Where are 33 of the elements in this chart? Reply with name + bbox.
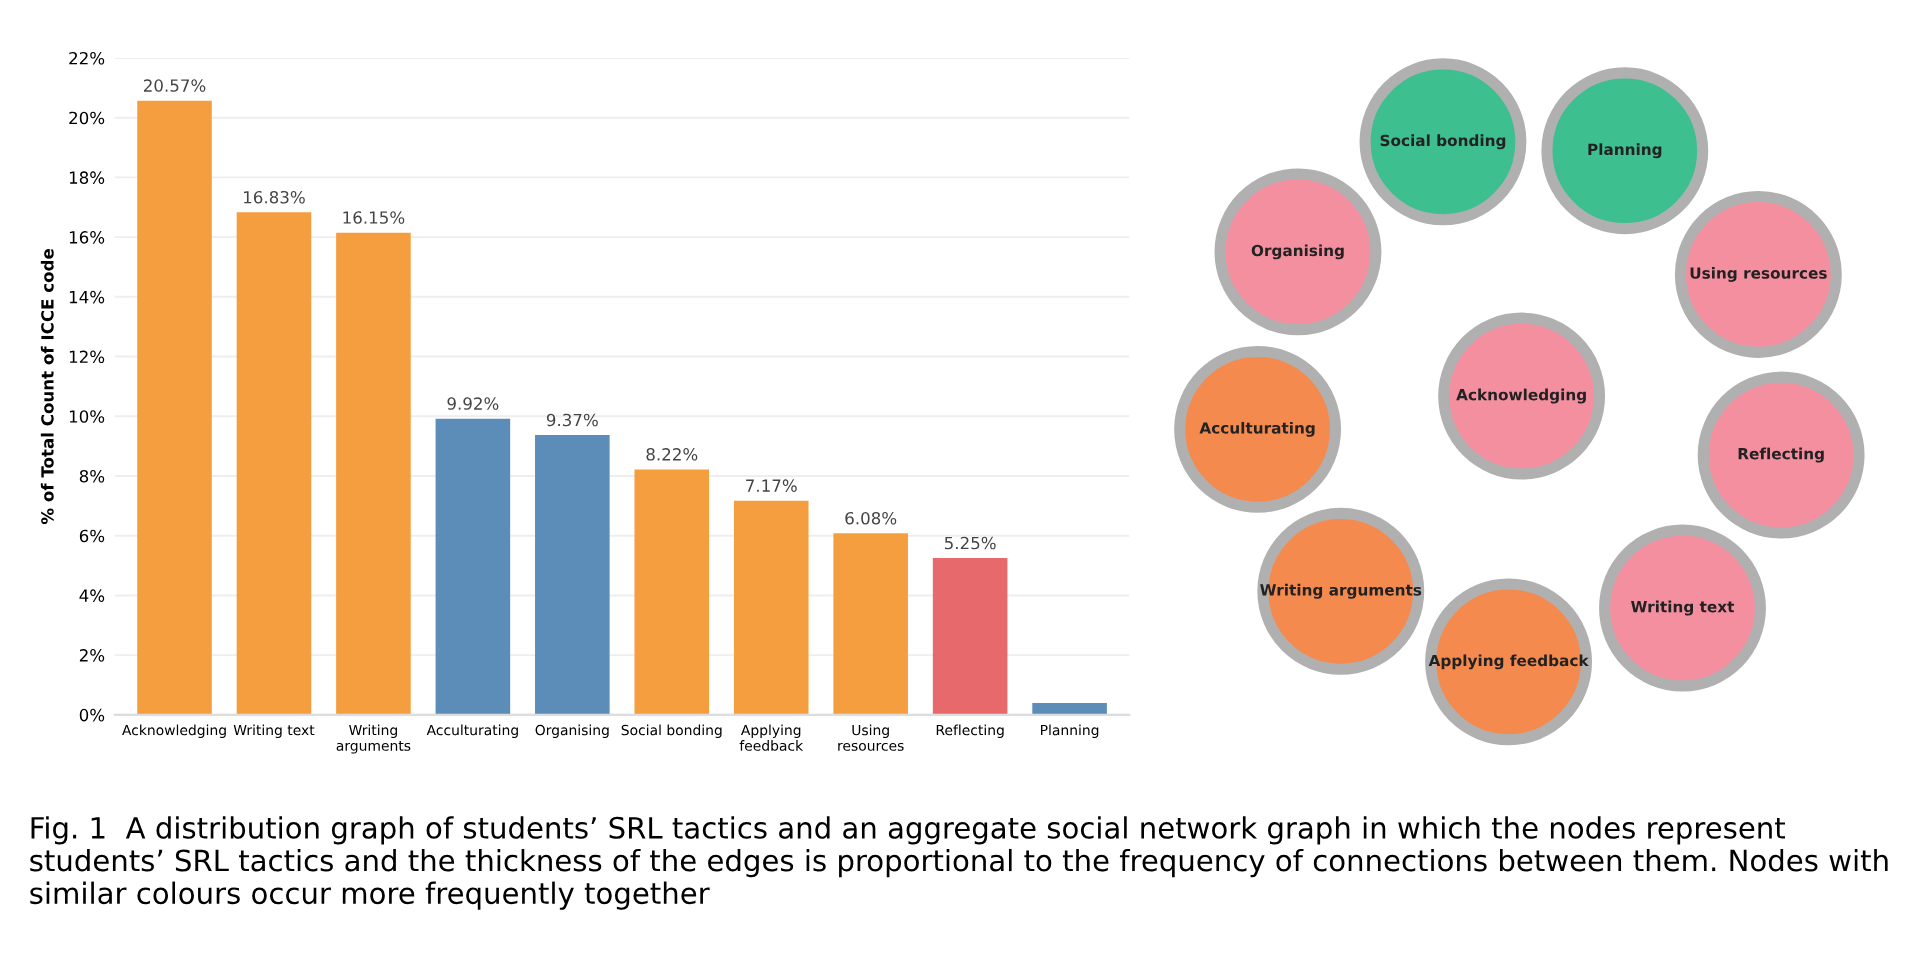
data-label: 20.57% xyxy=(143,79,206,92)
y-tick-label: 2% xyxy=(79,649,105,662)
bar xyxy=(634,469,710,715)
data-label: 6.08% xyxy=(845,511,897,525)
bar xyxy=(535,435,610,715)
y-tick-label: 22% xyxy=(69,51,105,65)
bar xyxy=(833,533,908,715)
y-tick-label: 0% xyxy=(79,708,105,722)
y-tick-label: 20% xyxy=(69,111,105,125)
bar xyxy=(1032,702,1107,715)
y-tick-label: 12% xyxy=(69,350,105,364)
data-label: 5.25% xyxy=(944,536,996,550)
y-axis-title: % of Total Count of ICCE code xyxy=(40,248,54,525)
data-label: 16.83% xyxy=(244,190,305,204)
data-label: 16.15% xyxy=(343,211,405,224)
data-label: 9.92% xyxy=(447,397,499,410)
y-tick-label: 16% xyxy=(69,231,105,244)
y-tick-label: 4% xyxy=(79,589,105,602)
y-tick-label: 14% xyxy=(69,290,105,304)
data-label: 7.17% xyxy=(746,479,797,492)
y-tick-label: 8% xyxy=(79,469,105,483)
bar xyxy=(336,232,411,715)
caption: Fig. 1 A distribution graph of students’ SRL tactics and an aggregate social network graph in which the nodes represent students’ SRL tactics and the thickness of the edges is proportional to the frequency of connections between them. Nodes with similar colours occur more frequently together xyxy=(30,816,1888,910)
bar xyxy=(733,500,809,715)
bar xyxy=(236,212,312,715)
bar xyxy=(435,418,511,715)
y-tick-label: 18% xyxy=(69,171,105,184)
data-label: 8.22% xyxy=(646,448,698,461)
bar xyxy=(932,558,1008,715)
y-tick-label: 6% xyxy=(79,529,105,543)
data-label: 9.37% xyxy=(546,413,598,427)
y-tick-label: 10% xyxy=(69,410,105,423)
bar xyxy=(137,100,212,715)
